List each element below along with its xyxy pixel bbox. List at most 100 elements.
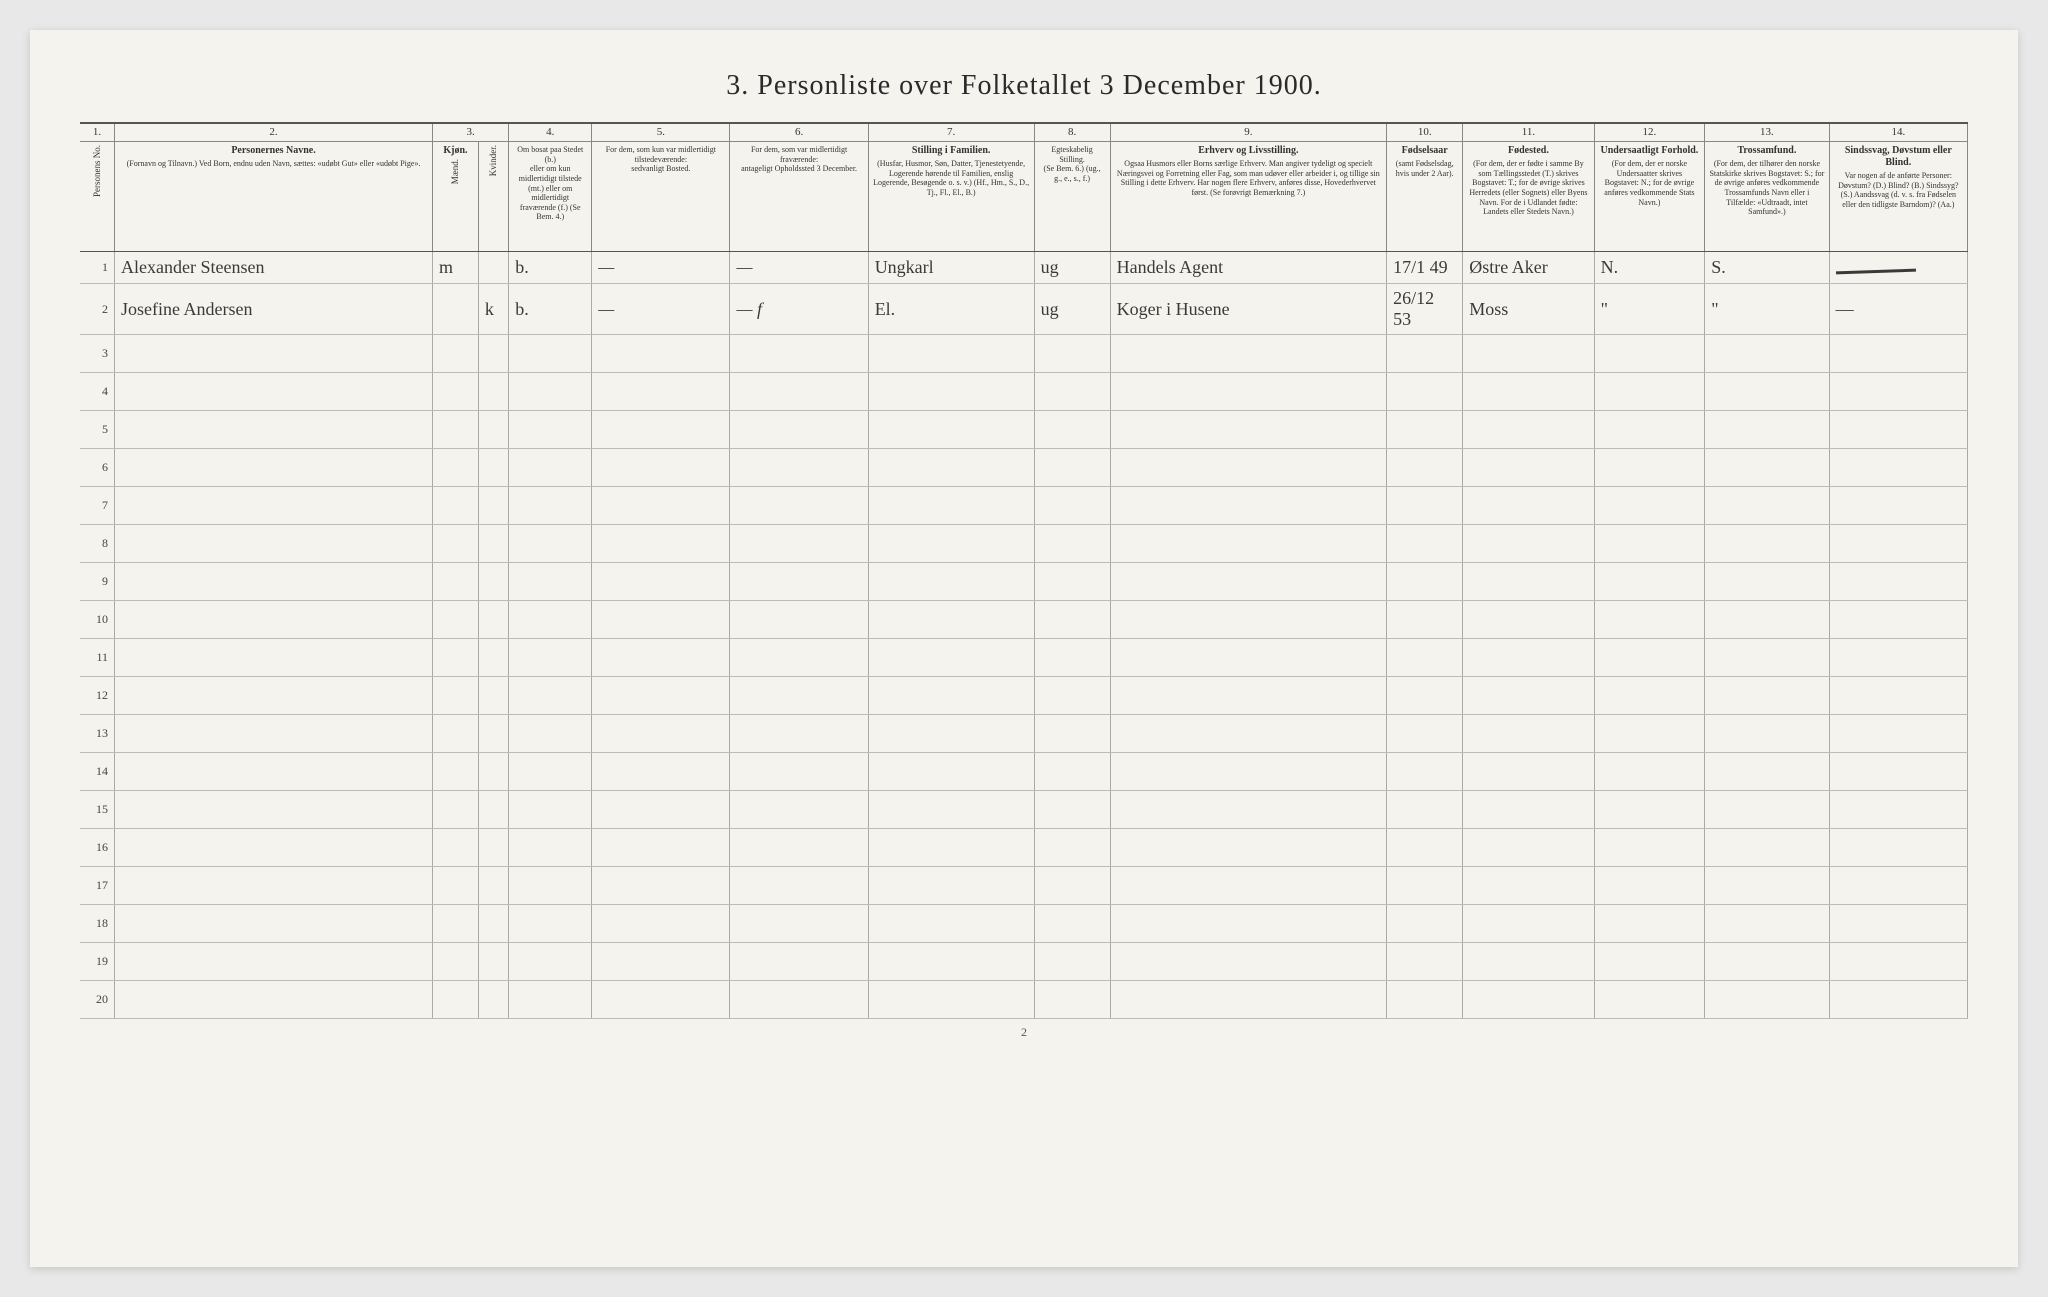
empty-cell — [1463, 563, 1594, 601]
empty-cell — [730, 715, 868, 753]
header-birthplace: Fødested. (For dem, der er fødte i samme… — [1463, 142, 1594, 252]
empty-cell — [1387, 981, 1463, 1019]
table-row: 11 — [80, 639, 1968, 677]
column-number-row: 1. 2. 3. 4. 5. 6. 7. 8. 9. 10. 11. 12. 1… — [80, 124, 1968, 142]
empty-cell — [1829, 943, 1967, 981]
empty-cell — [478, 373, 508, 411]
cell-birth-year: 17/1 49 — [1387, 252, 1463, 284]
empty-cell — [1829, 601, 1967, 639]
empty-cell — [1110, 525, 1386, 563]
header-sex-m: Kjøn. Mænd. — [433, 142, 479, 252]
empty-cell — [1705, 335, 1829, 373]
empty-cell — [1594, 791, 1705, 829]
empty-cell — [1034, 943, 1110, 981]
header-residence: Om bosat paa Stedet (b.) eller om kun mi… — [509, 142, 592, 252]
empty-cell — [1387, 487, 1463, 525]
empty-cell — [478, 829, 508, 867]
empty-cell — [1463, 981, 1594, 1019]
empty-cell — [592, 867, 730, 905]
row-number: 9 — [80, 563, 115, 601]
col-num: 7. — [868, 124, 1034, 142]
header-nationality: Undersaatligt Forhold. (For dem, der er … — [1594, 142, 1705, 252]
empty-cell — [730, 791, 868, 829]
empty-cell — [1705, 639, 1829, 677]
empty-cell — [730, 905, 868, 943]
empty-cell — [1034, 829, 1110, 867]
empty-cell — [592, 601, 730, 639]
scribble-mark — [1836, 269, 1916, 275]
empty-cell — [1387, 411, 1463, 449]
row-number: 13 — [80, 715, 115, 753]
empty-cell — [1034, 601, 1110, 639]
table-row: 10 — [80, 601, 1968, 639]
empty-cell — [1463, 715, 1594, 753]
empty-cell — [478, 715, 508, 753]
cell-nationality: N. — [1594, 252, 1705, 284]
cell-birthplace: Moss — [1463, 284, 1594, 335]
cell-residence: b. — [509, 284, 592, 335]
empty-cell — [1387, 563, 1463, 601]
empty-cell — [730, 867, 868, 905]
empty-cell — [115, 449, 433, 487]
empty-cell — [115, 715, 433, 753]
empty-cell — [1829, 677, 1967, 715]
empty-cell — [1387, 753, 1463, 791]
empty-cell — [1034, 753, 1110, 791]
empty-cell — [730, 639, 868, 677]
empty-cell — [868, 753, 1034, 791]
col-num: 14. — [1829, 124, 1967, 142]
empty-cell — [115, 525, 433, 563]
empty-cell — [1034, 487, 1110, 525]
table-body: 1Alexander Steensenmb.——UngkarlugHandels… — [80, 252, 1968, 1019]
empty-cell — [1110, 487, 1386, 525]
header-marital: Egteskabelig Stilling. (Se Bem. 6.) (ug.… — [1034, 142, 1110, 252]
empty-cell — [592, 981, 730, 1019]
cell-faith: " — [1705, 284, 1829, 335]
header-temp-present: For dem, som kun var midlertidigt tilste… — [592, 142, 730, 252]
column-header-row: Personens No. Personernes Navne. (Fornav… — [80, 142, 1968, 252]
cell-nationality: " — [1594, 284, 1705, 335]
cell-birthplace: Østre Aker — [1463, 252, 1594, 284]
empty-cell — [730, 943, 868, 981]
empty-cell — [1463, 525, 1594, 563]
empty-cell — [1034, 981, 1110, 1019]
cell-name: Josefine Andersen — [115, 284, 433, 335]
empty-cell — [1034, 411, 1110, 449]
empty-cell — [1110, 335, 1386, 373]
empty-cell — [509, 373, 592, 411]
col-num: 9. — [1110, 124, 1386, 142]
empty-cell — [1387, 677, 1463, 715]
empty-cell — [1110, 981, 1386, 1019]
table-row: 5 — [80, 411, 1968, 449]
empty-cell — [1387, 905, 1463, 943]
row-number: 16 — [80, 829, 115, 867]
empty-cell — [1829, 905, 1967, 943]
empty-cell — [1594, 753, 1705, 791]
empty-cell — [1829, 411, 1967, 449]
empty-cell — [1594, 829, 1705, 867]
empty-cell — [115, 981, 433, 1019]
empty-cell — [1463, 867, 1594, 905]
empty-cell — [433, 981, 479, 1019]
empty-cell — [1829, 753, 1967, 791]
header-family-position: Stilling i Familien. (Husfar, Husmor, Sø… — [868, 142, 1034, 252]
empty-cell — [868, 905, 1034, 943]
empty-cell — [115, 601, 433, 639]
empty-cell — [433, 487, 479, 525]
empty-cell — [730, 373, 868, 411]
empty-cell — [478, 449, 508, 487]
empty-cell — [1034, 905, 1110, 943]
row-number: 8 — [80, 525, 115, 563]
empty-cell — [1110, 563, 1386, 601]
page-number: 2 — [80, 1025, 1968, 1040]
empty-cell — [868, 791, 1034, 829]
empty-cell — [433, 715, 479, 753]
empty-cell — [1463, 677, 1594, 715]
table-row: 8 — [80, 525, 1968, 563]
empty-cell — [868, 487, 1034, 525]
empty-cell — [1110, 943, 1386, 981]
empty-cell — [478, 601, 508, 639]
empty-cell — [1463, 905, 1594, 943]
empty-cell — [1594, 373, 1705, 411]
empty-cell — [868, 677, 1034, 715]
